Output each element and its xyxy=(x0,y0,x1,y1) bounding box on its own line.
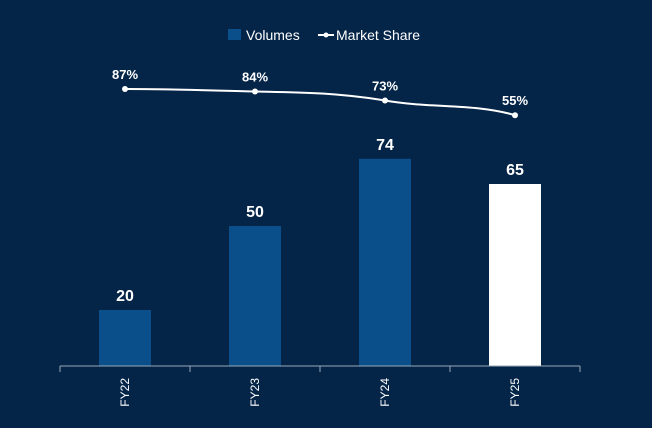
legend-swatch-market-share-marker xyxy=(323,32,329,38)
x-tick-label-fy22: FY22 xyxy=(118,378,132,407)
market-share-point-fy25 xyxy=(512,112,518,119)
legend-label-volumes: Volumes xyxy=(246,27,300,43)
bar-fy25 xyxy=(489,184,541,366)
bar-fy23 xyxy=(229,226,281,366)
bar-fy24 xyxy=(359,158,411,366)
bar-fy22 xyxy=(99,310,151,366)
market-share-point-fy22 xyxy=(122,86,128,92)
market-share-point-fy23 xyxy=(252,88,258,95)
market-share-label-fy22: 87% xyxy=(112,67,138,82)
x-tick-label-fy24: FY24 xyxy=(378,378,392,407)
bar-value-label-fy22: 20 xyxy=(116,288,134,305)
legend-label-market-share: Market Share xyxy=(336,27,420,43)
line-series-market-share: 87% 84% 73% 55% xyxy=(112,67,528,119)
market-share-line xyxy=(124,88,516,117)
x-axis xyxy=(59,365,581,372)
bar-value-label-fy23: 50 xyxy=(246,204,264,221)
bar-series-volumes xyxy=(99,158,541,366)
x-tick-label-fy23: FY23 xyxy=(248,378,262,407)
legend-swatch-volumes xyxy=(228,29,241,40)
x-axis-tick-labels: FY22 FY23 FY24 FY25 xyxy=(118,378,522,407)
market-share-label-fy25: 55% xyxy=(502,93,528,108)
market-share-label-fy23: 84% xyxy=(242,69,268,84)
bar-value-label-fy25: 65 xyxy=(506,162,524,179)
legend: Volumes Market Share xyxy=(228,27,420,43)
market-share-label-fy24: 73% xyxy=(372,78,398,93)
bar-value-labels: 20 50 74 65 xyxy=(116,137,524,305)
bar-value-label-fy24: 74 xyxy=(376,137,394,154)
market-share-point-fy24 xyxy=(382,97,388,104)
x-tick-label-fy25: FY25 xyxy=(508,378,522,407)
